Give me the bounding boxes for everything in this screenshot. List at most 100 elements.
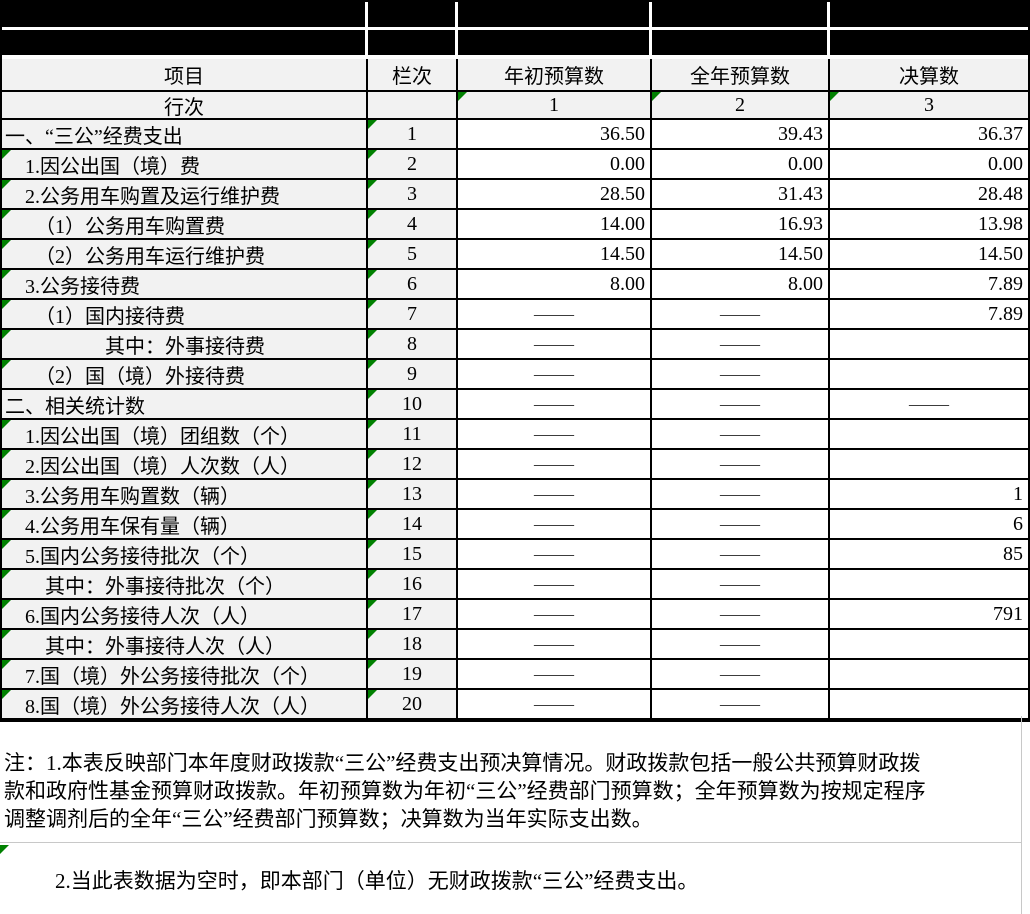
- initial-budget-value-cell[interactable]: ——: [458, 420, 652, 448]
- line-number-cell[interactable]: 4: [368, 210, 458, 238]
- line-number-cell[interactable]: 20: [368, 690, 458, 718]
- full-year-budget-value-cell[interactable]: ——: [652, 360, 830, 388]
- full-year-budget-value-cell[interactable]: ——: [652, 510, 830, 538]
- final-accounts-value-cell[interactable]: [830, 630, 1028, 658]
- item-cell[interactable]: 5.国内公务接待批次（个）: [2, 540, 368, 568]
- initial-budget-value-cell[interactable]: ——: [458, 300, 652, 328]
- full-year-budget-value-cell[interactable]: 8.00: [652, 270, 830, 298]
- final-accounts-value-cell[interactable]: [830, 570, 1028, 598]
- item-cell[interactable]: 3.公务接待费: [2, 270, 368, 298]
- full-year-budget-value-cell[interactable]: ——: [652, 480, 830, 508]
- full-year-budget-value-cell[interactable]: ——: [652, 450, 830, 478]
- final-accounts-value-cell[interactable]: 36.37: [830, 120, 1028, 148]
- final-accounts-value-cell[interactable]: 0.00: [830, 150, 1028, 178]
- header-item-cell[interactable]: 项目: [2, 59, 368, 90]
- initial-budget-value-cell[interactable]: 0.00: [458, 150, 652, 178]
- final-accounts-value-cell[interactable]: [830, 420, 1028, 448]
- header-final-accounts-cell[interactable]: 决算数: [830, 59, 1028, 90]
- line-number-cell[interactable]: 5: [368, 240, 458, 268]
- redacted-cell[interactable]: [652, 2, 830, 27]
- line-number-cell[interactable]: 2: [368, 150, 458, 178]
- full-year-budget-value-cell[interactable]: ——: [652, 660, 830, 688]
- column-number-2-cell[interactable]: 2: [652, 92, 830, 118]
- header-lane-cell[interactable]: 栏次: [368, 59, 458, 90]
- full-year-budget-value-cell[interactable]: 39.43: [652, 120, 830, 148]
- item-cell[interactable]: 1.因公出国（境）费: [2, 150, 368, 178]
- line-number-cell[interactable]: 1: [368, 120, 458, 148]
- row-index-label-cell[interactable]: 行次: [2, 92, 368, 118]
- full-year-budget-value-cell[interactable]: ——: [652, 600, 830, 628]
- line-number-cell[interactable]: 11: [368, 420, 458, 448]
- final-accounts-value-cell[interactable]: 6: [830, 510, 1028, 538]
- initial-budget-value-cell[interactable]: ——: [458, 480, 652, 508]
- full-year-budget-value-cell[interactable]: ——: [652, 540, 830, 568]
- item-cell[interactable]: 3.公务用车购置数（辆）: [2, 480, 368, 508]
- column-number-3-cell[interactable]: 3: [830, 92, 1028, 118]
- column-number-1-cell[interactable]: 1: [458, 92, 652, 118]
- redacted-cell[interactable]: [458, 2, 652, 27]
- initial-budget-value-cell[interactable]: ——: [458, 450, 652, 478]
- item-cell[interactable]: 6.国内公务接待人次（人）: [2, 600, 368, 628]
- redacted-cell[interactable]: [2, 2, 368, 27]
- initial-budget-value-cell[interactable]: ——: [458, 630, 652, 658]
- full-year-budget-value-cell[interactable]: 16.93: [652, 210, 830, 238]
- full-year-budget-value-cell[interactable]: ——: [652, 330, 830, 358]
- initial-budget-value-cell[interactable]: 36.50: [458, 120, 652, 148]
- line-number-cell[interactable]: 15: [368, 540, 458, 568]
- final-accounts-value-cell[interactable]: 14.50: [830, 240, 1028, 268]
- item-cell[interactable]: 其中：外事接待批次（个）: [2, 570, 368, 598]
- full-year-budget-value-cell[interactable]: 31.43: [652, 180, 830, 208]
- initial-budget-value-cell[interactable]: ——: [458, 510, 652, 538]
- redacted-cell[interactable]: [368, 30, 458, 55]
- final-accounts-value-cell[interactable]: 1: [830, 480, 1028, 508]
- line-number-cell[interactable]: 18: [368, 630, 458, 658]
- line-number-cell[interactable]: 19: [368, 660, 458, 688]
- final-accounts-value-cell[interactable]: [830, 660, 1028, 688]
- item-cell[interactable]: （2）国（境）外接待费: [2, 360, 368, 388]
- final-accounts-value-cell[interactable]: 7.89: [830, 270, 1028, 298]
- full-year-budget-value-cell[interactable]: 0.00: [652, 150, 830, 178]
- item-cell[interactable]: （1）国内接待费: [2, 300, 368, 328]
- item-cell[interactable]: （2）公务用车运行维护费: [2, 240, 368, 268]
- redacted-cell[interactable]: [368, 2, 458, 27]
- initial-budget-value-cell[interactable]: 8.00: [458, 270, 652, 298]
- initial-budget-value-cell[interactable]: 14.50: [458, 240, 652, 268]
- full-year-budget-value-cell[interactable]: ——: [652, 390, 830, 418]
- redacted-cell[interactable]: [2, 30, 368, 55]
- redacted-cell[interactable]: [458, 30, 652, 55]
- final-accounts-value-cell[interactable]: 28.48: [830, 180, 1028, 208]
- item-cell[interactable]: 7.国（境）外公务接待批次（个）: [2, 660, 368, 688]
- initial-budget-value-cell[interactable]: 28.50: [458, 180, 652, 208]
- final-accounts-value-cell[interactable]: [830, 330, 1028, 358]
- final-accounts-value-cell[interactable]: [830, 450, 1028, 478]
- item-cell[interactable]: 二、相关统计数: [2, 390, 368, 418]
- final-accounts-value-cell[interactable]: [830, 360, 1028, 388]
- line-number-cell[interactable]: 9: [368, 360, 458, 388]
- item-cell[interactable]: 其中：外事接待人次（人）: [2, 630, 368, 658]
- initial-budget-value-cell[interactable]: ——: [458, 390, 652, 418]
- item-cell[interactable]: 2.因公出国（境）人次数（人）: [2, 450, 368, 478]
- item-cell[interactable]: （1）公务用车购置费: [2, 210, 368, 238]
- item-cell[interactable]: 1.因公出国（境）团组数（个）: [2, 420, 368, 448]
- line-number-cell[interactable]: 14: [368, 510, 458, 538]
- redacted-cell[interactable]: [652, 30, 830, 55]
- initial-budget-value-cell[interactable]: ——: [458, 600, 652, 628]
- item-cell[interactable]: 8.国（境）外公务接待人次（人）: [2, 690, 368, 718]
- final-accounts-value-cell[interactable]: [830, 690, 1028, 718]
- initial-budget-value-cell[interactable]: ——: [458, 690, 652, 718]
- full-year-budget-value-cell[interactable]: ——: [652, 630, 830, 658]
- full-year-budget-value-cell[interactable]: 14.50: [652, 240, 830, 268]
- full-year-budget-value-cell[interactable]: ——: [652, 570, 830, 598]
- line-number-cell[interactable]: 12: [368, 450, 458, 478]
- item-cell[interactable]: 4.公务用车保有量（辆）: [2, 510, 368, 538]
- line-number-cell[interactable]: 13: [368, 480, 458, 508]
- redacted-cell[interactable]: [830, 2, 1028, 27]
- full-year-budget-value-cell[interactable]: ——: [652, 690, 830, 718]
- line-number-cell[interactable]: 3: [368, 180, 458, 208]
- header-full-year-budget-cell[interactable]: 全年预算数: [652, 59, 830, 90]
- item-cell[interactable]: 一、“三公”经费支出: [2, 120, 368, 148]
- row-index-empty-cell[interactable]: [368, 92, 458, 118]
- line-number-cell[interactable]: 7: [368, 300, 458, 328]
- final-accounts-value-cell[interactable]: ——: [830, 390, 1028, 418]
- full-year-budget-value-cell[interactable]: ——: [652, 300, 830, 328]
